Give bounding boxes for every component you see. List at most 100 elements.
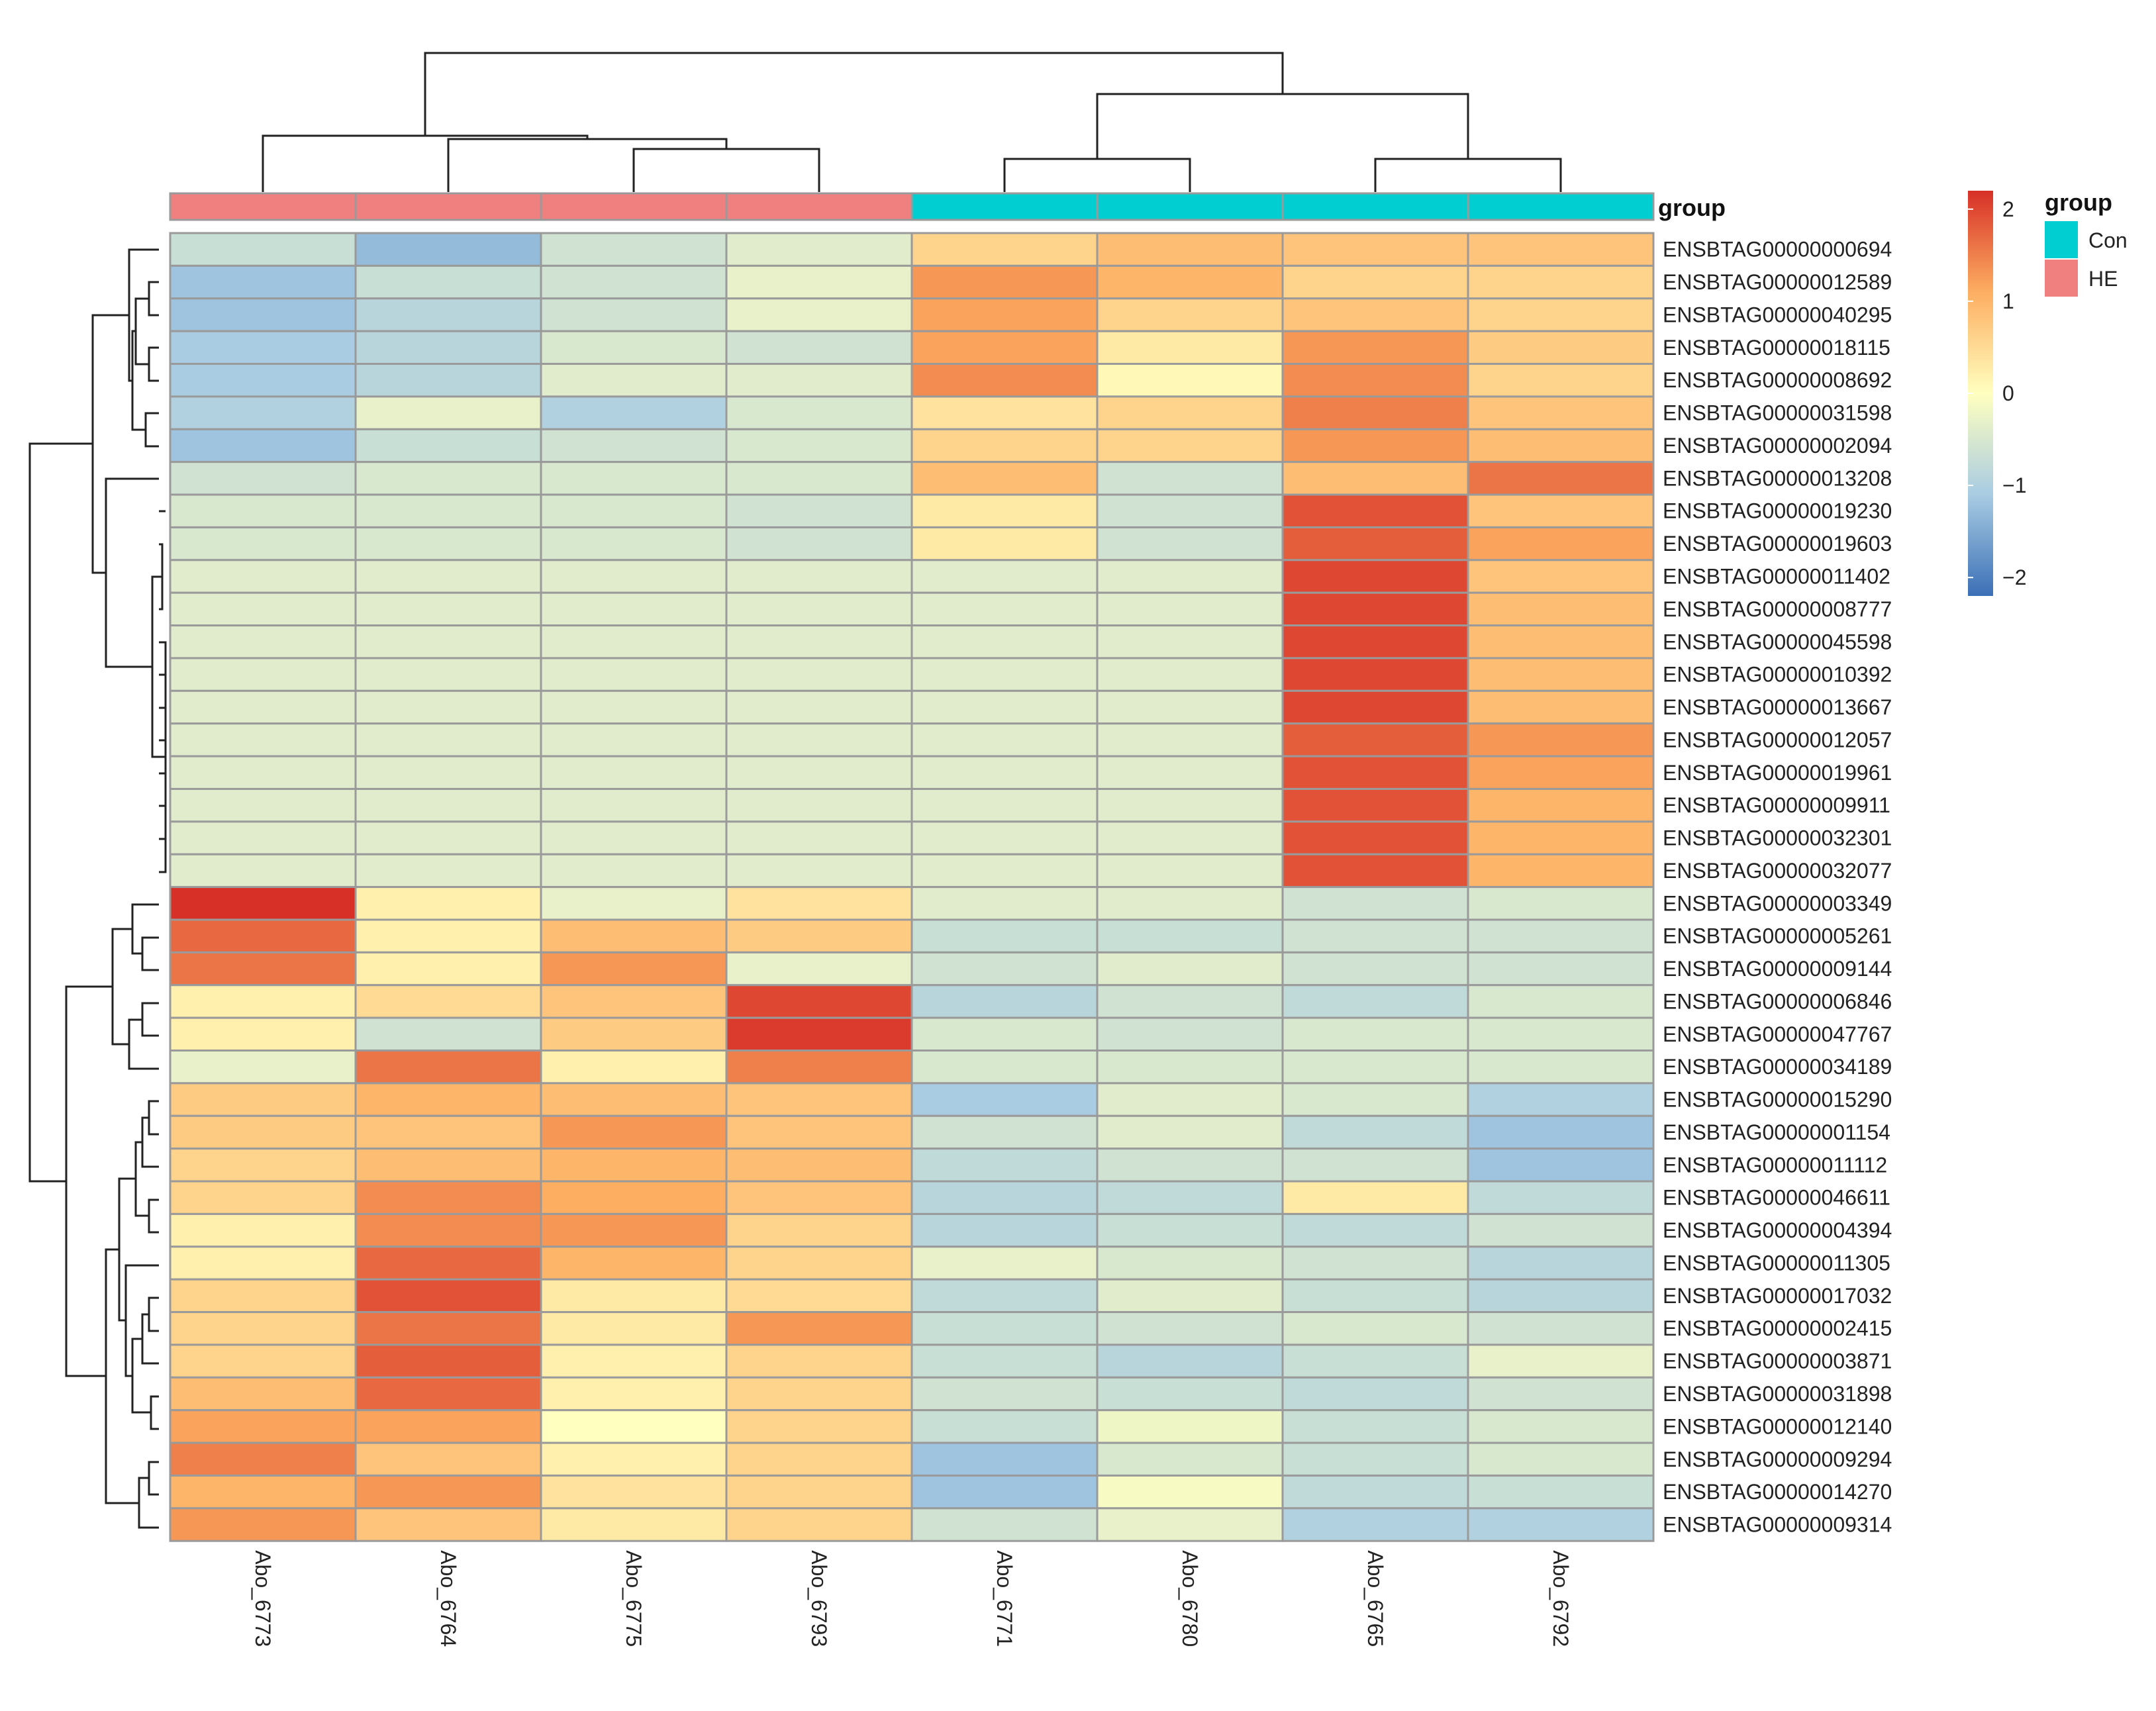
heatmap-cell [1096,984,1284,1019]
heatmap-cell [540,951,728,987]
heatmap-cell [1096,1082,1284,1117]
heatmap-cell [910,951,1099,987]
heatmap-cell [1281,1474,1469,1510]
heatmap-cell [540,918,728,953]
heatmap-cell [1281,918,1469,953]
heatmap-cell [540,1507,728,1542]
heatmap-cell [169,461,357,496]
heatmap-cell [725,493,913,528]
group-bar-cell-con [1281,192,1469,221]
heatmap-cell [169,1311,357,1346]
heatmap-cell [1281,493,1469,528]
heatmap-cell [725,1278,913,1314]
heatmap-cell [1467,1180,1655,1215]
heatmap-cell [1467,1311,1655,1346]
heatmap-cell [910,1344,1099,1379]
heatmap-cell [1096,1442,1284,1477]
heatmap-cell [540,264,728,300]
heatmap-cell [1467,1344,1655,1379]
column-dendrogram [262,52,1562,192]
heatmap-cell [910,918,1099,953]
heatmap-cell [354,1050,542,1085]
heatmap-cell [540,1311,728,1346]
heatmap-cell [1281,330,1469,366]
heatmap-cell [910,232,1099,267]
column-label: Abo_6771 [993,1550,1016,1647]
heatmap-cell [540,624,728,660]
heatmap-cell [1096,1212,1284,1248]
row-label: ENSBTAG00000005261 [1663,924,1892,948]
heatmap-cell [1281,951,1469,987]
heatmap-cell [1281,1050,1469,1085]
heatmap-cell [1467,1442,1655,1477]
heatmap-cell [910,264,1099,300]
heatmap-cell [725,559,913,594]
heatmap-cell [1096,559,1284,594]
heatmap-cell [910,820,1099,856]
heatmap-cell [1096,526,1284,562]
heatmap-cell [1096,918,1284,953]
heatmap-cell [354,363,542,398]
heatmap-cell [1096,493,1284,528]
heatmap-cell [725,1409,913,1444]
group-legend-title: group [2045,189,2112,216]
heatmap-cell [1096,232,1284,267]
heatmap-cell [725,264,913,300]
heatmap-cell [1281,820,1469,856]
row-dendrogram [28,248,167,1529]
heatmap-cell [169,918,357,953]
heatmap-cell [725,689,913,725]
heatmap-cell [1467,363,1655,398]
column-label: Abo_6773 [251,1550,275,1647]
heatmap-cell [1467,918,1655,953]
heatmap-cells [169,232,1655,1542]
heatmap-cell [169,1148,357,1183]
row-label: ENSBTAG00000002415 [1663,1316,1892,1340]
heatmap-cell [725,984,913,1019]
heatmap-cell [354,657,542,692]
heatmap-cell [725,526,913,562]
heatmap-cell [1096,951,1284,987]
group-bar-cell-con [910,192,1099,221]
heatmap-cell [725,1050,913,1085]
heatmap-cell [910,722,1099,758]
heatmap-cell [354,591,542,627]
heatmap-cell [169,232,357,267]
heatmap-cell [354,689,542,725]
column-label: Abo_6765 [1363,1550,1387,1647]
heatmap-cell [1281,1246,1469,1281]
heatmap-cell [1467,232,1655,267]
heatmap-cell [1281,657,1469,692]
heatmap-cell [910,363,1099,398]
heatmap-cell [354,1246,542,1281]
heatmap-cell [1281,591,1469,627]
heatmap-cell [1467,264,1655,300]
heatmap-cell [1281,1016,1469,1051]
heatmap-cell [1467,787,1655,823]
heatmap-cell [540,526,728,562]
heatmap-cell [1281,624,1469,660]
heatmap-cell [910,1409,1099,1444]
heatmap-cell [725,755,913,790]
heatmap-cell [1096,886,1284,921]
heatmap-cell [354,951,542,987]
heatmap-cell [910,984,1099,1019]
group-legend-label-he: HE [2088,267,2118,291]
heatmap-cell [1096,1180,1284,1215]
heatmap-cell [910,1246,1099,1281]
heatmap-cell [725,1180,913,1215]
heatmap-cell [169,624,357,660]
row-label: ENSBTAG00000006846 [1663,989,1892,1013]
heatmap-cell [1096,1474,1284,1510]
heatmap-cell [169,820,357,856]
row-label: ENSBTAG00000034189 [1663,1055,1892,1079]
heatmap-cell [540,787,728,823]
heatmap-cell [725,363,913,398]
heatmap-cell [1096,755,1284,790]
heatmap-cell [910,624,1099,660]
heatmap-cell [910,428,1099,464]
scale-tick-label: −2 [2002,565,2026,589]
annotation-bar-title: group [1658,194,1726,221]
row-label: ENSBTAG00000004394 [1663,1218,1892,1242]
heatmap-cell [540,1246,728,1281]
